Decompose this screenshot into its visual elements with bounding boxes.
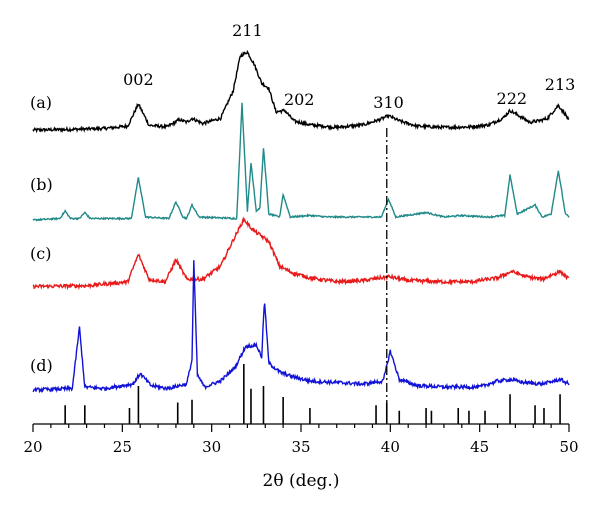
x-tick-label: 20 [23, 438, 42, 456]
curve-label: (b) [30, 175, 53, 194]
peak-label: 310 [373, 93, 404, 112]
series-line-2 [32, 102, 570, 222]
peak-label: 202 [284, 90, 315, 109]
x-tick-label: 25 [113, 438, 132, 456]
series-line-4 [32, 260, 570, 394]
peak-label: 002 [123, 70, 154, 89]
x-tick-label: 40 [381, 438, 400, 456]
curve-label: (d) [30, 356, 53, 375]
peak-label: 213 [545, 75, 576, 94]
curve-labels-group: (a) (b) (c) (d) [30, 93, 53, 375]
x-tick-label: 30 [202, 438, 221, 456]
reference-sticks-group [64, 364, 561, 424]
curve-label: (c) [30, 244, 51, 263]
x-tick-label: 50 [559, 438, 578, 456]
curve-label: (a) [30, 93, 52, 112]
series-line-1 [32, 49, 570, 134]
x-tick-label: 45 [470, 438, 489, 456]
x-axis-label: 2θ (deg.) [263, 471, 340, 491]
curves-group [32, 49, 570, 394]
peak-labels-group: 002 211 202 310 222 213 [123, 21, 575, 112]
series-line-3 [32, 216, 570, 291]
x-ticks-group: 20 25 30 35 40 45 50 [23, 424, 579, 456]
x-tick-label: 35 [291, 438, 310, 456]
peak-label: 211 [232, 21, 263, 40]
peak-label: 222 [497, 89, 528, 108]
